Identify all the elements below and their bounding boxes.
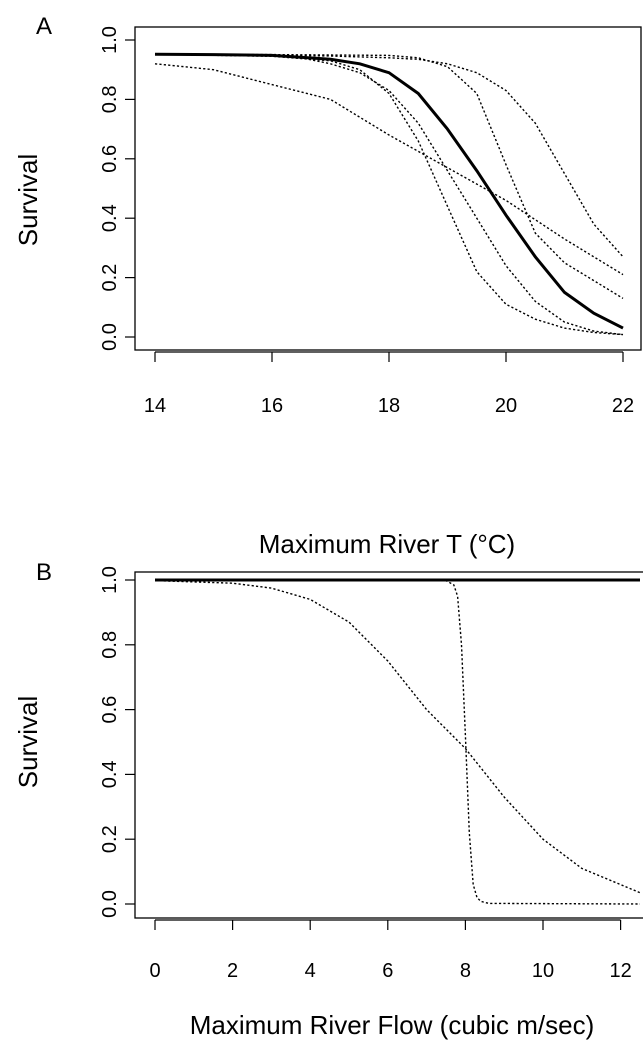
panel-b-x-axis-title: Maximum River Flow (cubic m/sec): [190, 1010, 595, 1040]
survival-curve-dotted-2: [154, 579, 641, 894]
x-tick-label: 8: [460, 960, 471, 982]
panel-a-letter: A: [36, 13, 52, 40]
x-tick-label: 0: [149, 960, 160, 982]
y-tick-label: 0.2: [99, 825, 121, 853]
survival-curve-dotted-5: [154, 53, 624, 258]
panel-a-x-axis-title: Maximum River T (°C): [259, 529, 515, 559]
survival-curve-dotted-4: [154, 53, 624, 299]
survival-curve-dotted-6: [154, 63, 624, 276]
x-tick-label: 10: [532, 960, 554, 982]
survival-curve-dotted-3: [154, 53, 624, 336]
panel-a-y-axis: 0.0 0.2 0.4 0.6 0.8 1.0: [99, 26, 135, 351]
x-tick-label: 2: [227, 960, 238, 982]
y-tick-label: 0.4: [99, 760, 121, 788]
panel-b-y-axis: 0.0 0.2 0.4 0.6 0.8 1.0: [99, 566, 135, 918]
panel-a-y-axis-title: Survival: [13, 154, 43, 246]
y-tick-label: 1.0: [99, 26, 121, 54]
panel-b-y-axis-title: Survival: [13, 696, 43, 788]
y-tick-label: 0.6: [99, 696, 121, 724]
x-tick-label: 6: [382, 960, 393, 982]
y-tick-label: 0.8: [99, 631, 121, 659]
panel-b-x-axis: 0 2 4 6 8 10 12: [149, 919, 632, 982]
x-tick-label: 4: [305, 960, 316, 982]
panel-b-series-group: [154, 578, 641, 905]
y-tick-label: 0.0: [99, 323, 121, 351]
x-tick-label: 22: [612, 395, 634, 417]
panel-a-plot-frame: [134, 26, 642, 351]
panel-b-flow: B 0 2 4 6 8 10 12 0.0 0.2 0.4 0.6 0.8 1.0 Maximum R…: [13, 559, 643, 1040]
x-tick-label: 18: [378, 395, 400, 417]
y-tick-label: 1.0: [99, 566, 121, 594]
survival-curve-solid-1: [154, 52, 624, 330]
x-tick-label: 16: [261, 395, 283, 417]
x-tick-label: 12: [609, 960, 631, 982]
y-tick-label: 0.6: [99, 145, 121, 173]
panel-a-x-axis: 14 16 18 20 22: [144, 351, 634, 417]
survival-curve-dotted-2: [154, 53, 624, 336]
panel-a-series-group: [154, 52, 624, 336]
y-tick-label: 0.4: [99, 204, 121, 232]
y-tick-label: 0.0: [99, 890, 121, 918]
panel-a-temperature: A 14 16 18 20 22 0.0 0.2 0.4 0.6 0.8 1.0 Maximum …: [13, 13, 642, 559]
panel-b-letter: B: [36, 559, 52, 586]
x-tick-label: 14: [144, 395, 166, 417]
y-tick-label: 0.8: [99, 85, 121, 113]
y-tick-label: 0.2: [99, 264, 121, 292]
panel-b-plot-frame: [134, 571, 643, 919]
x-tick-label: 20: [495, 395, 517, 417]
survival-curve-dotted-3: [155, 579, 641, 905]
